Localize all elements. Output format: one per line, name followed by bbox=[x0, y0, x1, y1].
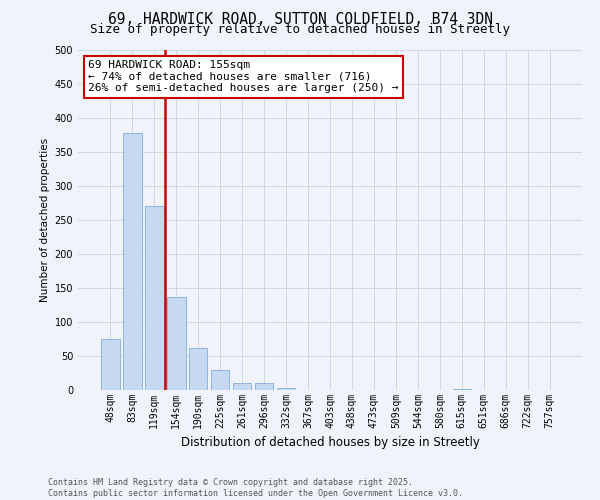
Text: Size of property relative to detached houses in Streetly: Size of property relative to detached ho… bbox=[90, 24, 510, 36]
Bar bbox=[211, 370, 229, 390]
Bar bbox=[277, 388, 295, 390]
Text: 69, HARDWICK ROAD, SUTTON COLDFIELD, B74 3DN: 69, HARDWICK ROAD, SUTTON COLDFIELD, B74… bbox=[107, 12, 493, 28]
Text: Contains HM Land Registry data © Crown copyright and database right 2025.
Contai: Contains HM Land Registry data © Crown c… bbox=[48, 478, 463, 498]
Bar bbox=[452, 388, 471, 390]
Bar bbox=[123, 133, 142, 390]
Y-axis label: Number of detached properties: Number of detached properties bbox=[40, 138, 50, 302]
Bar bbox=[101, 339, 119, 390]
Bar bbox=[255, 383, 274, 390]
Bar bbox=[233, 383, 251, 390]
Bar bbox=[167, 297, 185, 390]
Bar bbox=[145, 206, 164, 390]
X-axis label: Distribution of detached houses by size in Streetly: Distribution of detached houses by size … bbox=[181, 436, 479, 450]
Text: 69 HARDWICK ROAD: 155sqm
← 74% of detached houses are smaller (716)
26% of semi-: 69 HARDWICK ROAD: 155sqm ← 74% of detach… bbox=[88, 60, 398, 94]
Bar bbox=[189, 348, 208, 390]
